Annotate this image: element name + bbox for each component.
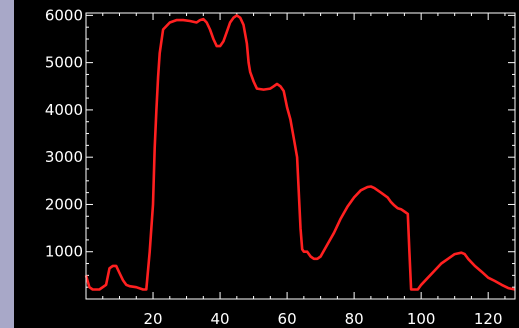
x-tick-label: 40	[211, 310, 230, 328]
y-tick-label: 2000	[45, 195, 83, 213]
y-tick-label: 5000	[45, 54, 83, 72]
y-tick-label: 3000	[45, 148, 83, 166]
axis-tick-labels: 20 40 60 80 100 120 1000 2000 3000 4000 5000 6000	[45, 6, 503, 328]
x-tick-label: 120	[474, 310, 503, 328]
x-tick-label: 20	[143, 310, 162, 328]
plot-frame	[14, 0, 519, 328]
y-tick-label: 6000	[45, 6, 83, 24]
y-tick-label: 4000	[45, 101, 83, 119]
x-tick-label: 80	[345, 310, 364, 328]
x-tick-label: 60	[278, 310, 297, 328]
window-left-border	[0, 0, 14, 328]
series-line-0	[84, 14, 516, 291]
plot-border	[85, 12, 516, 300]
series-layer	[84, 14, 516, 291]
x-tick-label: 100	[407, 310, 436, 328]
y-tick-label: 1000	[45, 243, 83, 261]
